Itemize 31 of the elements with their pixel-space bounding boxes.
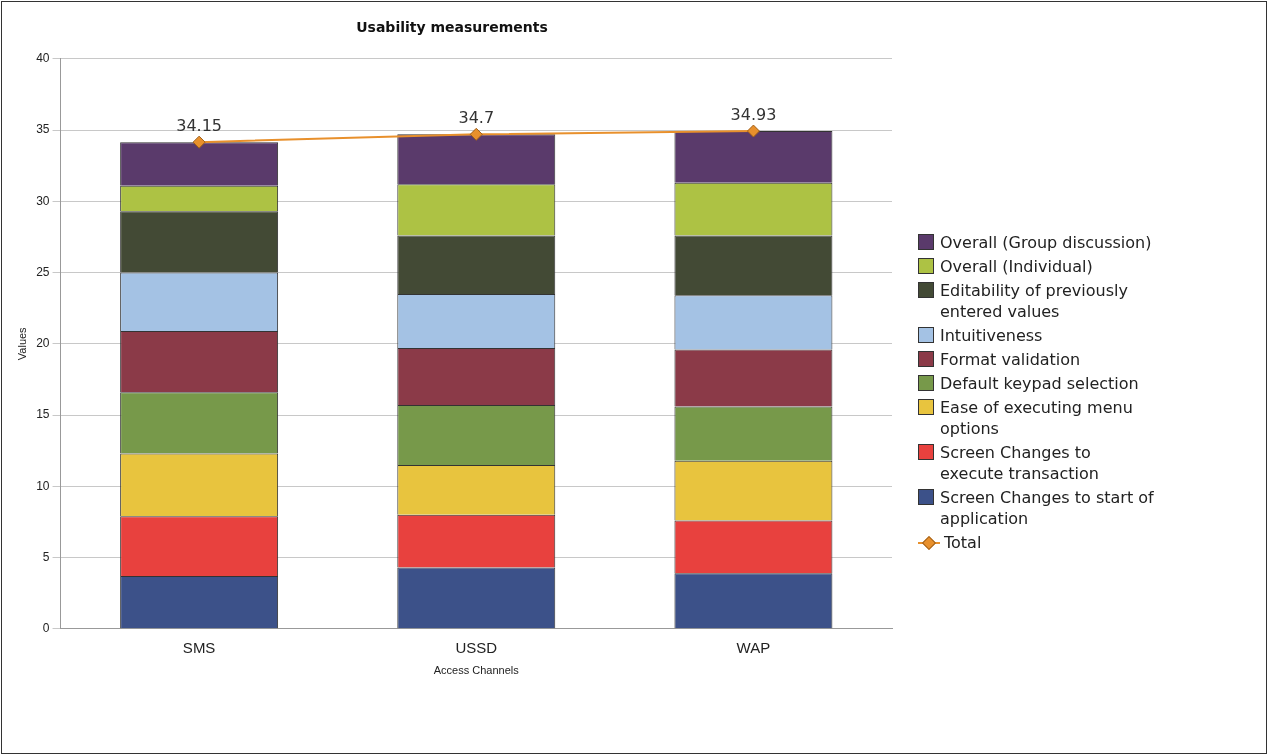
y-tick-label: 5 xyxy=(42,549,50,564)
legend-label: Editability of previously entered values xyxy=(940,280,1129,322)
legend-label: Format validation xyxy=(940,349,1081,370)
legend-label: Default keypad selection xyxy=(940,373,1139,394)
data-label: 34.7 xyxy=(458,108,495,128)
y-tick-label: 25 xyxy=(36,264,50,279)
point xyxy=(746,124,760,138)
legend-label: Total xyxy=(944,532,982,553)
legend-label: Screen Changes to start of application xyxy=(940,487,1154,529)
point xyxy=(192,135,206,149)
x-axis-title: Access Channels xyxy=(433,664,520,677)
x-tick-label: WAP xyxy=(736,638,771,656)
chart-title: Usability measurements xyxy=(356,19,548,36)
y-tick-label: 30 xyxy=(36,193,50,208)
y-axis-title: Values xyxy=(15,326,28,361)
data-label: 34.93 xyxy=(730,105,777,125)
legend-label: Overall (Individual) xyxy=(940,256,1093,277)
legend-label: Ease of executing menu options xyxy=(940,397,1134,439)
y-tick-label: 35 xyxy=(36,122,50,137)
x-tick-label: USSD xyxy=(455,638,498,656)
legend-label: Screen Changes to execute transaction xyxy=(940,442,1100,484)
legend-label: Intuitiveness xyxy=(940,325,1043,346)
y-tick-label: 20 xyxy=(36,336,50,351)
y-tick-label: 15 xyxy=(36,407,50,422)
point xyxy=(469,127,483,141)
data-label: 34.15 xyxy=(176,116,223,136)
y-tick-label: 40 xyxy=(36,51,50,66)
legend-label: Overall (Group discussion) xyxy=(940,232,1152,253)
y-tick-label: 0 xyxy=(42,621,50,636)
x-tick-label: SMS xyxy=(182,638,216,656)
y-tick-label: 10 xyxy=(36,478,50,493)
